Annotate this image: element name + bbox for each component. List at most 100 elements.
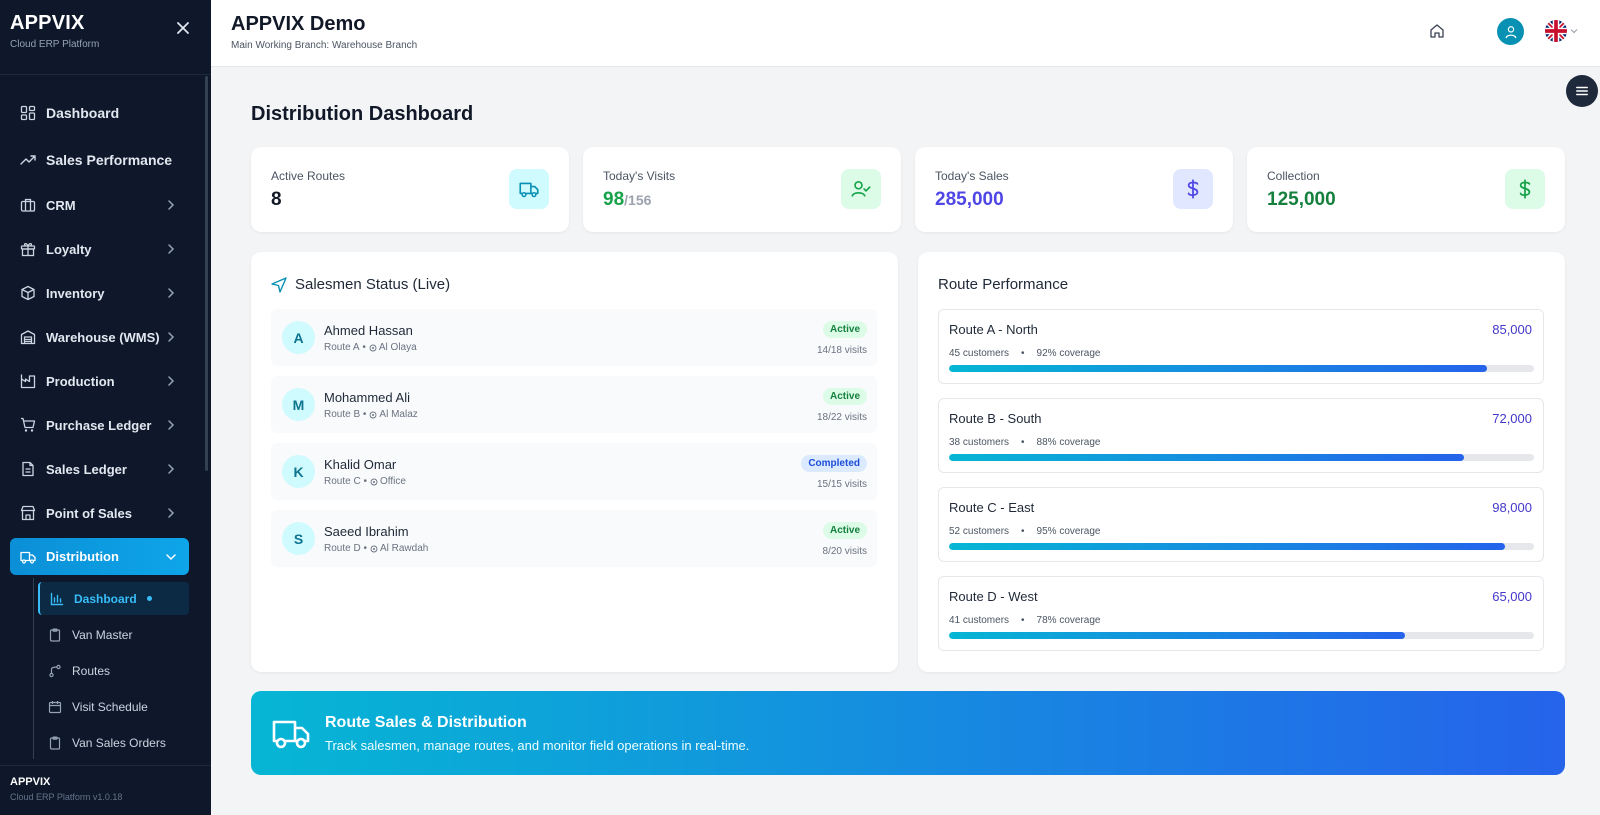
route-label: Route C <box>324 476 361 487</box>
route-row[interactable]: Route A - North 85,000 45 customers • 92% … <box>938 309 1544 384</box>
factory-icon <box>20 373 36 389</box>
menu-fab-button[interactable] <box>1566 75 1598 107</box>
sidebar-item-inventory[interactable]: Inventory <box>10 271 189 315</box>
submenu-item-routes[interactable]: Routes <box>38 654 189 687</box>
route-label: Route D <box>324 543 361 554</box>
salesman-row[interactable]: A Ahmed Hassan Route A • Al Olaya Active … <box>271 309 877 366</box>
submenu-item-van-master[interactable]: Van Master <box>38 618 189 651</box>
location-label: Al Rawdah <box>379 543 429 554</box>
distribution-banner: Route Sales & Distribution Track salesme… <box>251 691 1565 775</box>
sidebar-item-loyalty[interactable]: Loyalty <box>10 227 189 271</box>
submenu-item-label: Van Master <box>72 627 133 642</box>
sidebar-item-crm[interactable]: CRM <box>10 183 189 227</box>
sidebar-nav: Dashboard Sales Performance CRM Loyalty … <box>0 76 211 759</box>
sidebar-item-dashboard[interactable]: Dashboard <box>10 89 189 136</box>
location-pin-icon <box>370 478 378 485</box>
route-row[interactable]: Route D - West 65,000 41 customers • 78% c… <box>938 576 1544 651</box>
stat-label: Today's Sales <box>935 169 1009 183</box>
user-avatar-button[interactable] <box>1497 18 1524 45</box>
salesman-row[interactable]: S Saeed Ibrahim Route D • Al Rawdah Activ… <box>271 510 877 567</box>
salesman-row[interactable]: M Mohammed Ali Route B • Al Malaz Active … <box>271 376 877 433</box>
stat-icon-box <box>1173 169 1213 209</box>
coverage-progress-bar <box>949 365 1534 372</box>
route-name: Route D - West <box>949 589 1038 604</box>
location-label: Al Malaz <box>379 409 418 420</box>
stat-icon-box <box>1505 169 1545 209</box>
language-flag-icon[interactable] <box>1545 20 1567 42</box>
route-performance-card: Route Performance Route A - North 85,000… <box>918 252 1565 672</box>
file-icon <box>20 461 36 477</box>
navigation-icon <box>271 276 287 293</box>
customers-count: 41 customers <box>949 615 1010 626</box>
route-meta: 38 customers • 88% coverage <box>949 437 1101 448</box>
submenu-item-label: Routes <box>72 663 111 678</box>
salesman-name: Mohammed Ali <box>324 390 410 405</box>
close-icon[interactable] <box>175 20 191 36</box>
salesman-name: Khalid Omar <box>324 457 397 472</box>
card-title-text: Route Performance <box>938 276 1069 293</box>
visits-count: 18/22 visits <box>816 412 867 423</box>
sidebar-item-label: Distribution <box>46 549 119 564</box>
avatar: S <box>282 522 315 555</box>
chevron-right-icon <box>168 464 175 474</box>
salesman-row[interactable]: K Khalid Omar Route C • Office Completed … <box>271 443 877 500</box>
route-amount: 98,000 <box>1492 500 1532 515</box>
grid-icon <box>20 105 36 121</box>
route-name: Route B - South <box>949 411 1042 426</box>
coverage-progress-bar <box>949 632 1534 639</box>
hamburger-icon <box>1576 86 1588 96</box>
home-icon[interactable] <box>1429 23 1445 39</box>
route-meta: 41 customers • 78% coverage <box>949 615 1101 626</box>
location-pin-icon <box>369 344 377 351</box>
sidebar-scrollbar[interactable] <box>205 76 208 471</box>
gift-icon <box>20 241 36 257</box>
card-title: Salesmen Status (Live) <box>271 276 450 293</box>
submenu-item-dashboard[interactable]: Dashboard <box>38 582 189 615</box>
route-row[interactable]: Route C - East 98,000 52 customers • 95% c… <box>938 487 1544 562</box>
store-icon <box>20 505 36 521</box>
chevron-right-icon <box>168 244 175 254</box>
route-meta: 45 customers • 92% coverage <box>949 348 1101 359</box>
route-label: Route B <box>324 409 361 420</box>
submenu-item-van-sales-orders[interactable]: Van Sales Orders <box>38 726 189 759</box>
app-title: APPVIX Demo <box>231 13 366 35</box>
submenu-item-visit-schedule[interactable]: Visit Schedule <box>38 690 189 723</box>
stat-value-number: 125,000 <box>1267 189 1336 210</box>
sidebar: APPVIX Cloud ERP Platform Dashboard Sale… <box>0 0 211 815</box>
sidebar-item-distribution[interactable]: Distribution <box>10 538 189 575</box>
sidebar-item-production[interactable]: Production <box>10 359 189 403</box>
sidebar-item-point-of-sales[interactable]: Point of Sales <box>10 491 189 535</box>
salesman-meta: Route B • Al Malaz <box>324 409 418 420</box>
route-amount: 65,000 <box>1492 589 1532 604</box>
sidebar-item-label: Dashboard <box>46 104 120 121</box>
route-icon <box>48 664 62 678</box>
route-name: Route A - North <box>949 322 1038 337</box>
chevron-right-icon <box>168 200 175 210</box>
chevron-down-icon[interactable] <box>1570 27 1578 35</box>
sidebar-header: APPVIX Cloud ERP Platform <box>0 0 211 75</box>
avatar: A <box>282 321 315 354</box>
coverage-progress-fill <box>949 454 1464 461</box>
distribution-submenu: Dashboard Van Master Routes Visit Schedu… <box>33 578 211 759</box>
status-badge: Active <box>822 388 867 405</box>
customers-count: 52 customers <box>949 526 1010 537</box>
sidebar-item-label: Point of Sales <box>46 505 132 521</box>
chevron-down-icon <box>166 553 176 560</box>
sidebar-item-sales-performance[interactable]: Sales Performance <box>10 136 189 183</box>
stat-value-suffix: /156 <box>624 192 652 208</box>
stat-label: Today's Visits <box>603 169 676 183</box>
stat-card-todays-sales: Today's Sales 285,000 <box>915 147 1233 232</box>
route-label: Route A <box>324 342 360 353</box>
sidebar-item-label: Sales Ledger <box>46 461 127 477</box>
route-row[interactable]: Route B - South 72,000 38 customers • 88% … <box>938 398 1544 473</box>
truck-icon <box>272 720 310 749</box>
location-label: Al Olaya <box>378 342 417 353</box>
sidebar-item-warehouse[interactable]: Warehouse (WMS) <box>10 315 189 359</box>
stat-value: 8 <box>271 189 549 211</box>
sidebar-item-purchase-ledger[interactable]: Purchase Ledger <box>10 403 189 447</box>
salesman-meta: Route C • Office <box>324 476 406 487</box>
sidebar-item-sales-ledger[interactable]: Sales Ledger <box>10 447 189 491</box>
chevron-right-icon <box>168 508 175 518</box>
dollar-icon <box>1519 179 1531 199</box>
route-name: Route C - East <box>949 500 1035 515</box>
